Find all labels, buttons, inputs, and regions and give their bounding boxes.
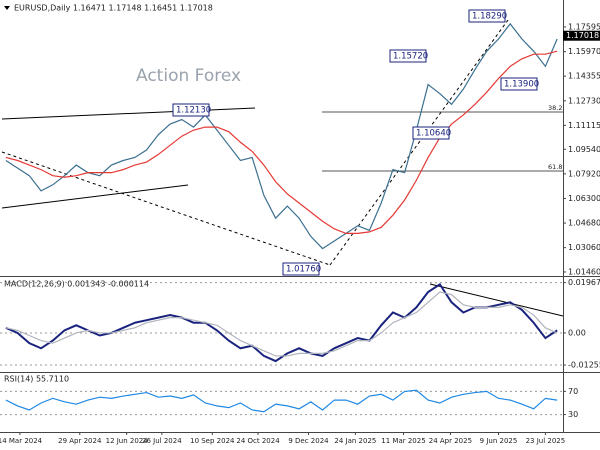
fib-label: 61.8 [548,163,562,171]
y-tick-label: 1.03060 [568,243,600,252]
y-tick-label: 1.07920 [568,169,600,178]
x-tick-label: 24 Apr 2025 [429,437,472,445]
x-tick-label: 26 Jul 2024 [142,437,182,445]
annotation-box [389,49,427,63]
menu-arrow [4,6,10,10]
annotation: 1.10640 [416,129,451,139]
series-line [5,389,558,413]
series-line [5,22,558,250]
last-price-label: 1.17018 [566,31,599,40]
series-line [5,50,558,234]
frame [0,0,600,433]
y-tick-label: 1.12730 [568,96,600,105]
y-tick-label: 1.01460 [568,267,600,276]
y-tick-label: 1.04680 [568,219,600,228]
annotation-box [412,126,450,140]
fib-label: 38.2 [548,104,562,112]
x-tick-label: 29 Apr 2024 [58,437,102,445]
x-tick-label: 23 Jul 2025 [526,437,566,445]
annotation-box [468,9,506,23]
macd-title: MACD(12,26,9) 0.001343 -0.000114 [4,280,149,289]
x-tick-label: 24 Jan 2025 [334,437,376,445]
y-tick-label: 70 [568,387,578,396]
annotation: 1.15720 [393,52,428,62]
x-tick-label: 24 Oct 2024 [236,437,280,445]
series-line [5,283,558,363]
last-price-tag [563,30,600,41]
annotation: 1.12130 [176,106,211,116]
y-tick-label: 1.14355 [568,72,600,81]
annotation-box [500,77,538,91]
annotation: 1.18290 [472,12,507,22]
x-tick-label: 14 Mar 2024 [0,437,43,445]
y-tick-label: -0.012552 [568,361,600,370]
y-tick-label: 0.019679 [568,278,600,287]
y-tick-label: 1.09540 [568,145,600,154]
watermark: Action Forex [136,66,241,86]
annotation-box [282,262,320,276]
x-tick-label: 9 Jun 2025 [480,437,518,445]
y-tick-label: 0.00 [568,328,586,337]
chart-title: EURUSD,Daily 1.16471 1.17148 1.16451 1.1… [14,4,213,13]
annotation-box [172,103,210,117]
x-tick-label: 9 Dec 2024 [288,437,329,445]
y-tick-label: 1.15970 [568,47,600,56]
y-tick-label: 1.11115 [568,121,600,130]
trendlines [1,19,564,317]
annotation: 1.01760 [286,265,321,275]
y-tick-label: 1.06300 [568,194,600,203]
annotation: 1.13900 [504,80,539,90]
x-tick-label: 10 Sep 2024 [190,437,235,445]
series-line [5,291,558,357]
x-tick-label: 12 Jun 2024 [106,437,149,445]
y-tick-label: 30 [568,410,578,419]
rsi-title: RSI(14) 55.7110 [4,375,69,384]
y-tick-label: 1.17595 [568,22,600,31]
x-tick-label: 11 Mar 2025 [381,437,425,445]
